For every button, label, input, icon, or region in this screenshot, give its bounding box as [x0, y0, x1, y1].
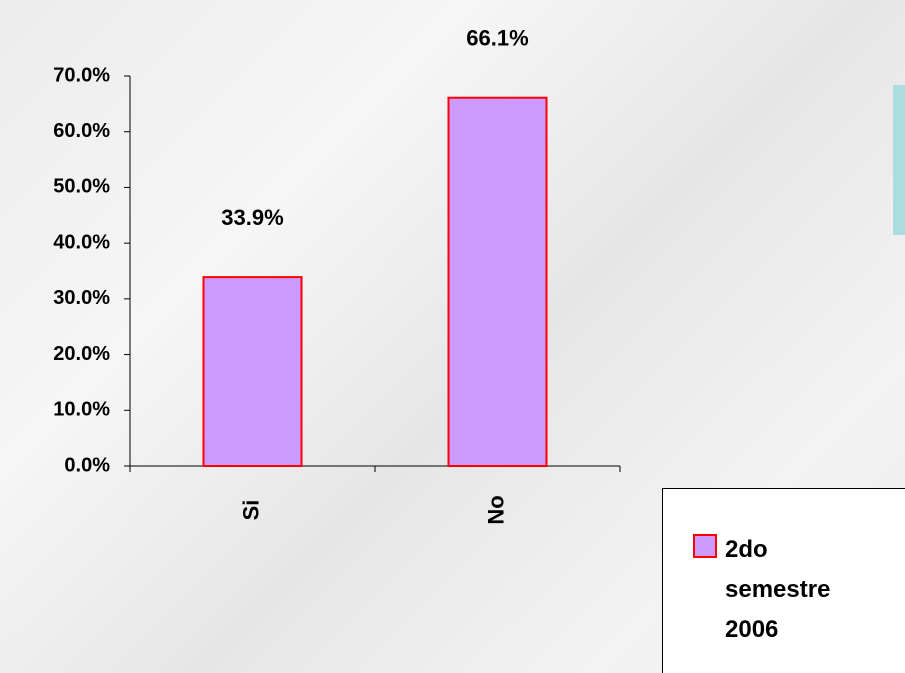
legend-swatch	[693, 534, 717, 558]
legend: 2do semestre 2006	[662, 488, 905, 673]
x-tick-label: No	[483, 495, 508, 524]
bar	[447, 96, 548, 467]
y-tick-label: 70.0%	[53, 64, 110, 86]
y-tick-label: 30.0%	[53, 287, 110, 309]
decoration	[893, 85, 905, 235]
x-tick-label: Si	[238, 500, 263, 521]
y-tick-label: 50.0%	[53, 176, 110, 198]
y-tick-label: 10.0%	[53, 399, 110, 421]
y-tick-label: 0.0%	[64, 454, 110, 476]
legend-label: 2do semestre 2006	[725, 536, 831, 643]
y-tick-label: 60.0%	[53, 120, 110, 142]
value-label: 66.1%	[466, 26, 528, 51]
y-tick-label: 40.0%	[53, 231, 110, 253]
value-label: 33.9%	[221, 205, 283, 230]
bar	[202, 276, 303, 467]
y-tick-label: 20.0%	[53, 343, 110, 365]
